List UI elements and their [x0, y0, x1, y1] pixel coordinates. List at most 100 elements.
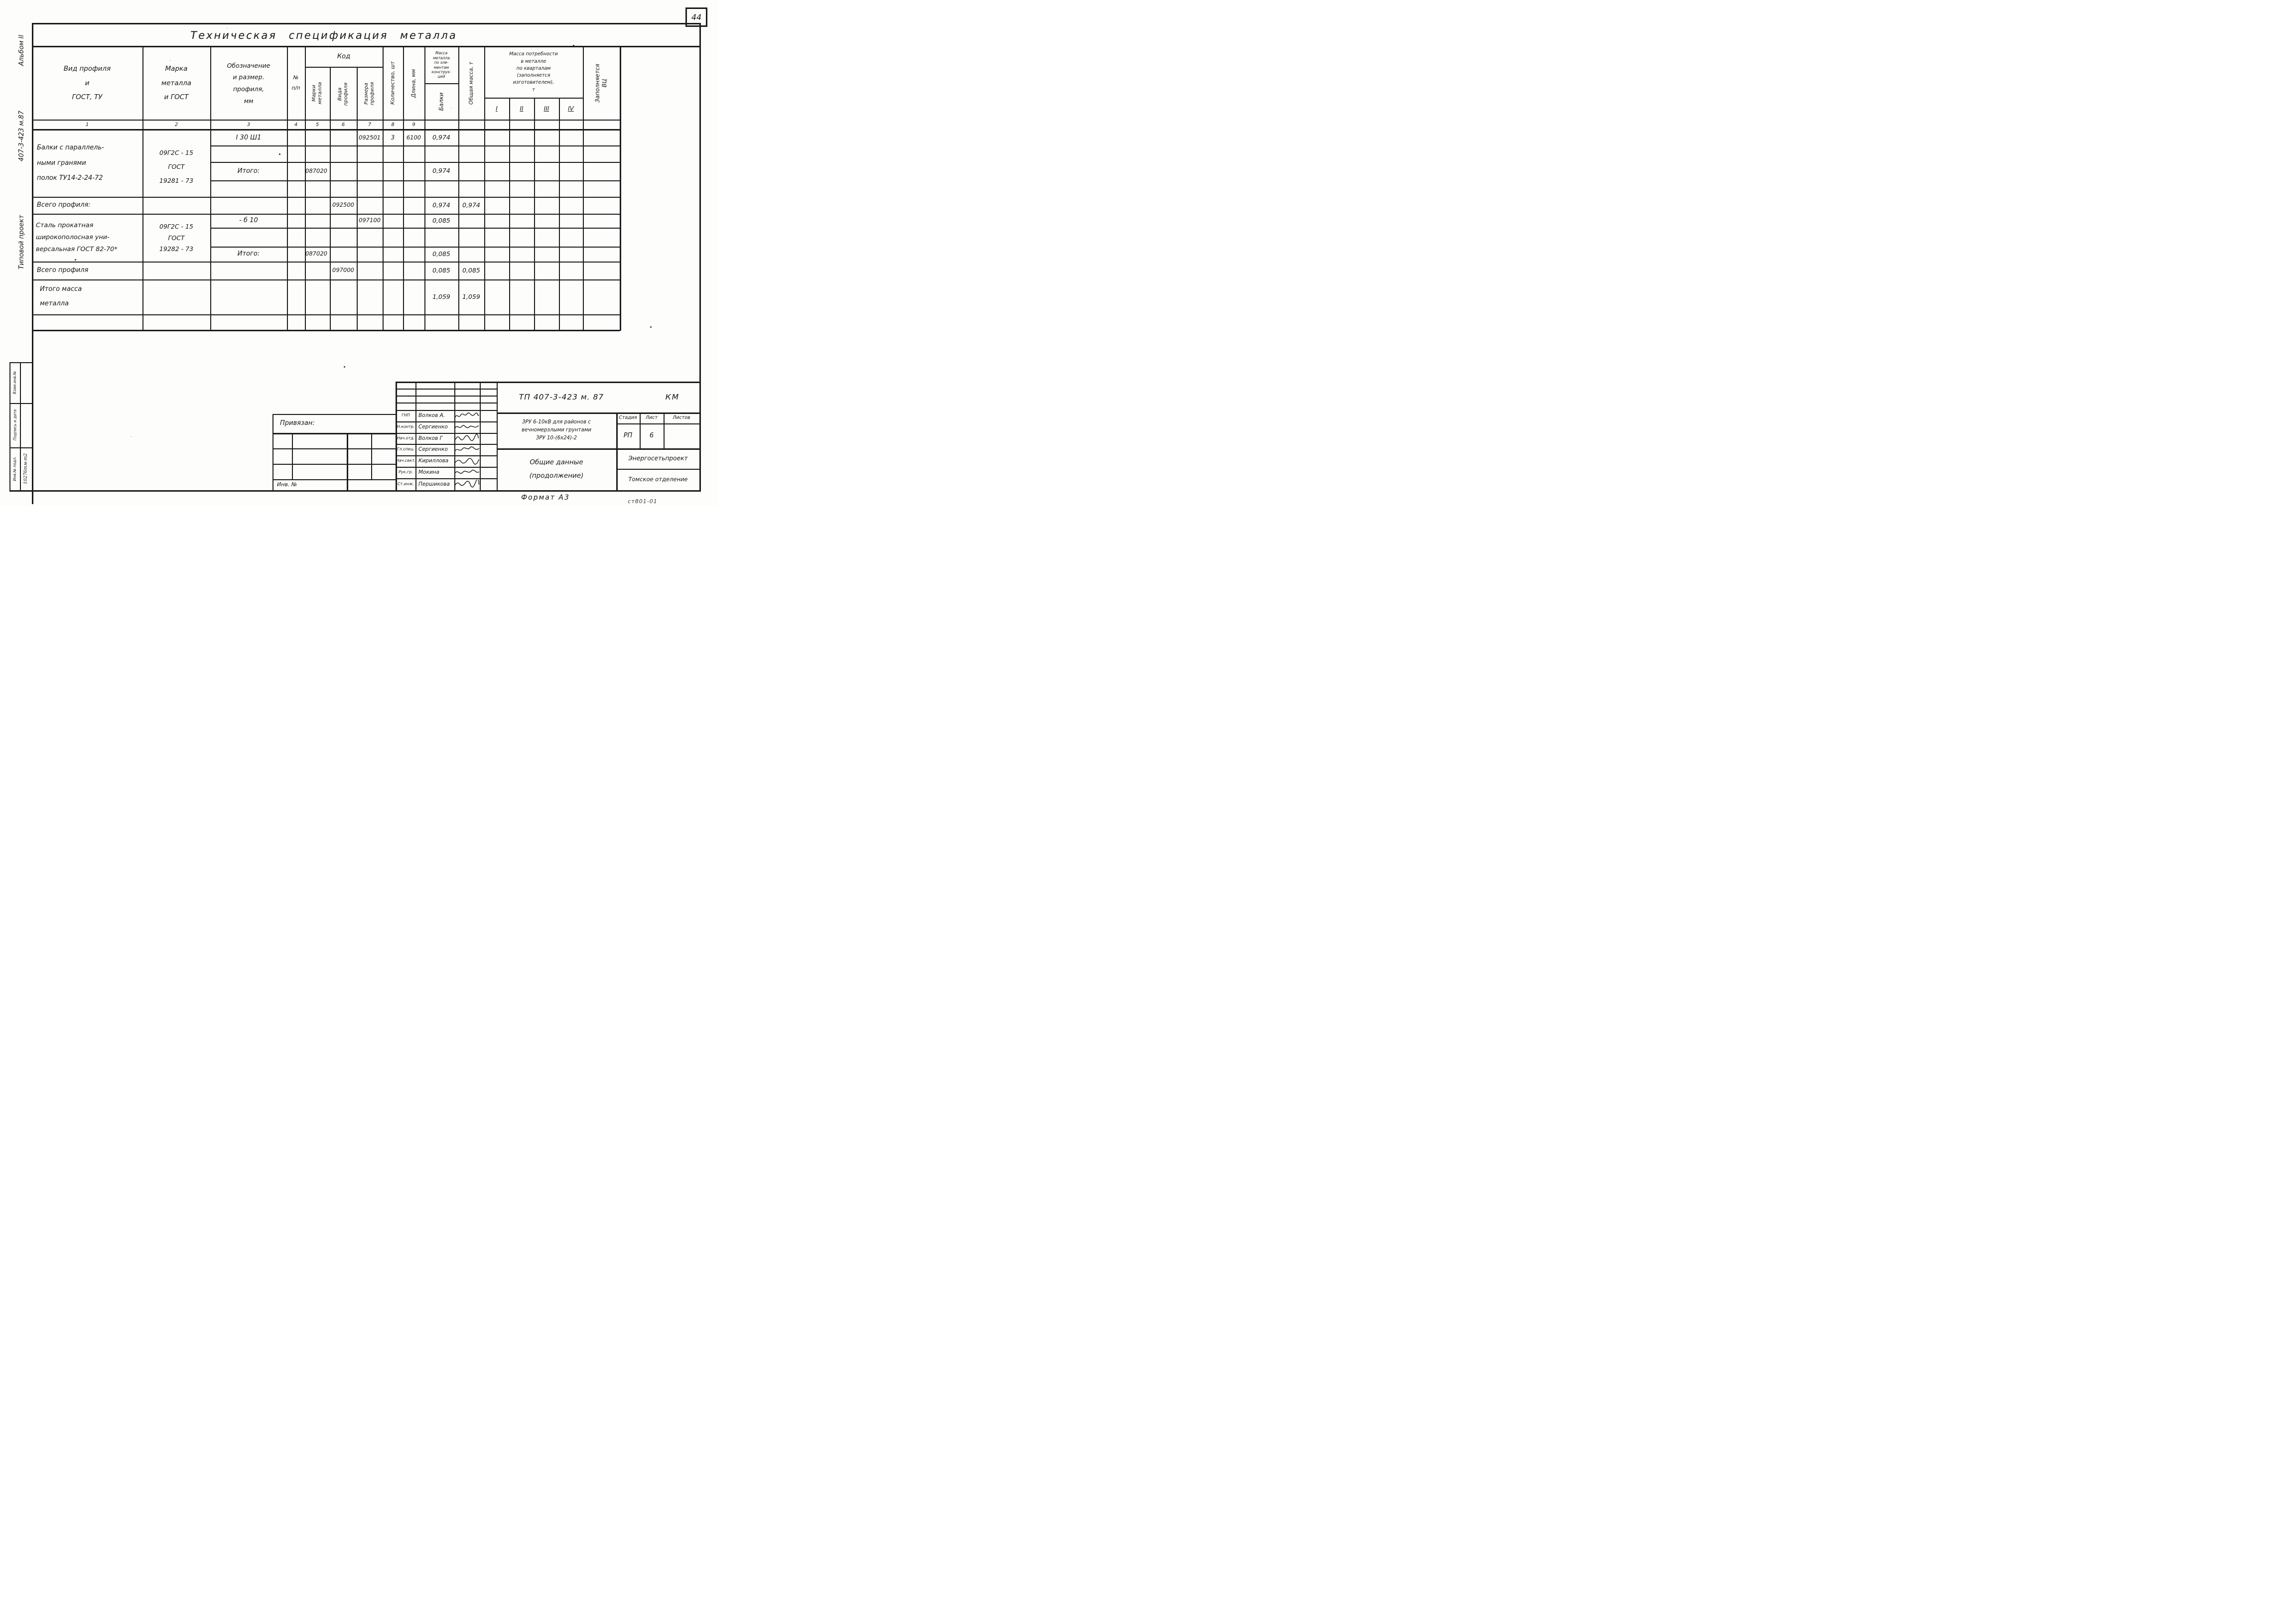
header-quantity: Количество, шт [390, 61, 396, 105]
sig-name-sergienko: Сергиенко [418, 424, 448, 430]
titleblock-line [396, 455, 497, 456]
stamp-line [9, 362, 33, 363]
binding-line [272, 448, 397, 449]
header-code-size: Размера профиля [364, 82, 375, 106]
titleblock-line [396, 382, 397, 491]
sig-name-mokina: Мокина [418, 469, 439, 476]
binding-line [272, 414, 273, 491]
grid-line [32, 279, 620, 280]
header-mass-elements: Масса металла по эле- ментам конструк- ц… [431, 51, 451, 79]
grid-line [210, 47, 211, 331]
titleblock-line [396, 396, 497, 397]
titleblock-line [497, 382, 498, 491]
grid-line [32, 314, 620, 315]
row1-beams-mass: 0,974 [432, 134, 450, 141]
grid-line [210, 180, 620, 181]
col-number-2: 2 [174, 122, 178, 128]
corner-note: ст801-01 [628, 498, 658, 505]
row7-designation: Итого: [237, 250, 260, 258]
header-profile-kind: Вид профиля и ГОСТ, ТУ [63, 65, 111, 102]
grid-line [287, 47, 288, 331]
grid-line [484, 47, 485, 331]
col-number-4: 4 [294, 122, 298, 128]
header-mass-beams: Балки [437, 92, 445, 111]
sig-name-sergienko-2: Сергиенко [418, 446, 448, 453]
frame-bottom-line [32, 490, 701, 492]
titleblock-line [396, 467, 497, 468]
grid-line [620, 47, 621, 331]
sig-role-glspets: Гл.спец. [397, 447, 414, 452]
grid-line [403, 47, 404, 331]
grid-line [484, 98, 583, 99]
binding-line [292, 433, 293, 479]
doc-code: ТП 407-3-423 м. 87 [519, 392, 604, 402]
grid-line [32, 214, 620, 215]
header-designation: Обозначение и размер. профиля, мм [227, 61, 270, 105]
row7-beams-mass: 0,085 [432, 250, 450, 258]
titleblock-line [616, 423, 701, 424]
stage-value: РП [623, 432, 633, 440]
titleblock-line [396, 433, 497, 434]
row1-designation: I 30 Ш1 [236, 134, 262, 141]
row9-beams-mass: 1,059 [432, 292, 450, 300]
row1-qty: 3 [391, 134, 395, 141]
stamp-label-vzam: Взам.инв.№ [12, 371, 17, 395]
sheets-label: Листов [673, 414, 690, 420]
sig-role-stinzh: Ст.инж. [398, 481, 414, 486]
page-title: Техническая спецификация металла [190, 29, 457, 41]
row3-designation: Итого: [237, 167, 260, 175]
frame-top-line [32, 23, 701, 24]
signature-scribble [454, 467, 480, 478]
titleblock-line [664, 412, 665, 448]
scan-noise [0, 0, 1, 1]
row5-code-size: 097100 [359, 217, 381, 224]
row8-label: Всего профиля [37, 267, 89, 274]
sidebar-project-code: 407-3-423 м.87 [18, 111, 26, 161]
col-number-3: 3 [247, 122, 251, 128]
grid-line [305, 67, 383, 68]
header-code-kind: Вида профиля [337, 82, 349, 106]
inventory-label: Инв. № [277, 481, 297, 488]
row4-beams-mass: 0,974 [432, 201, 450, 209]
row3-beams-mass: 0,974 [432, 167, 450, 175]
grid-line [32, 129, 620, 131]
sig-role-nkontr: Н.контр. [397, 424, 415, 429]
doc-type: КМ [665, 392, 680, 402]
row1-code-size: 092501 [359, 134, 381, 141]
grid-line [583, 47, 584, 331]
header-total-mass: Общая масса, т [468, 62, 474, 105]
titleblock-line [616, 412, 618, 491]
grid-line [330, 67, 331, 331]
row9-total-mass: 1,059 [462, 292, 480, 300]
stamp-label-inv: Инв.№ подл. [12, 456, 17, 481]
row4-total-mass: 0,974 [462, 201, 480, 209]
titleblock-line [396, 403, 497, 404]
binding-line [371, 433, 372, 479]
titleblock-line [454, 382, 455, 491]
format-note: Формат А3 [521, 493, 570, 502]
header-quarter-1: I [496, 105, 498, 112]
row4-label: Всего профиля: [37, 201, 91, 209]
grid-line [424, 83, 458, 84]
header-code-group: Код [337, 53, 351, 61]
signature-scribble [454, 478, 480, 490]
header-quarter-3: III [543, 105, 549, 112]
grid-line [383, 47, 384, 331]
stamp-label-podpis: Подпись и дата [12, 409, 17, 441]
frame-left-line [32, 23, 33, 504]
drawing-sheet: 44 Техническая спецификация металла Альб… [0, 0, 717, 506]
titleblock-line [616, 469, 701, 470]
row8-beams-mass: 0,085 [432, 266, 450, 274]
sheets-total-value [664, 423, 699, 448]
signature-scribble [454, 410, 480, 421]
header-row-number: № п/п [291, 75, 300, 91]
grid-line [357, 67, 358, 331]
grid-line [424, 47, 425, 331]
stamp-line [9, 403, 33, 404]
group-beams-profile: Балки с параллель- ными гранями полок ТУ… [37, 144, 104, 182]
sig-name-volkov-g: Волков Г [418, 435, 443, 441]
header-quarter-2: II [520, 105, 524, 112]
stamp-line [9, 490, 33, 492]
header-metal-grade: Марка металла и ГОСТ [161, 65, 192, 102]
sig-name-pershikova: Першикова [418, 481, 450, 487]
